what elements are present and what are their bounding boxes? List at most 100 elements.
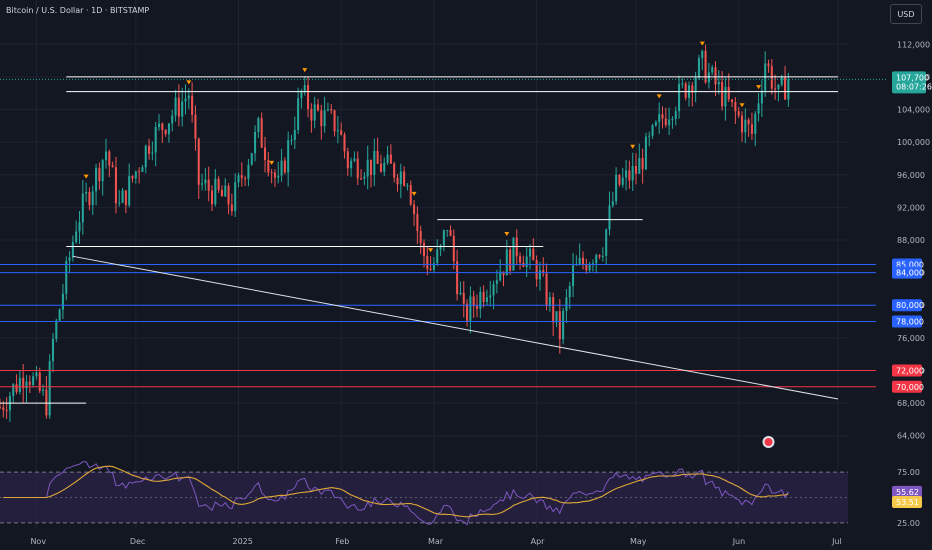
- candle-body: [154, 126, 157, 153]
- candle-body: [456, 261, 459, 295]
- candle-body: [71, 242, 74, 258]
- candle-body: [197, 138, 200, 185]
- level-tag: [892, 299, 922, 312]
- candle-body: [565, 297, 568, 311]
- signal-marker: [428, 248, 434, 253]
- candle-body: [704, 50, 707, 83]
- candle-body: [300, 90, 303, 99]
- candle-body: [157, 123, 161, 127]
- candle-body: [674, 111, 677, 120]
- candle-body: [509, 249, 512, 271]
- candle-body: [654, 122, 657, 126]
- candle-body: [15, 384, 18, 392]
- candle-body: [406, 185, 409, 187]
- price-axis-label: 76,000: [897, 334, 925, 343]
- currency-button[interactable]: USD: [890, 4, 922, 24]
- candle-body: [124, 190, 127, 206]
- candle-body: [505, 249, 508, 276]
- candle-body: [568, 286, 571, 298]
- candle-body: [611, 201, 614, 206]
- candle-body: [701, 50, 704, 59]
- candle-body: [303, 85, 306, 91]
- candle-body: [495, 280, 498, 285]
- candle-body: [525, 256, 528, 267]
- candle-body: [724, 86, 727, 107]
- candle-body: [85, 191, 88, 194]
- candle-body: [353, 158, 356, 161]
- candle-body: [446, 230, 449, 232]
- candle-body: [591, 263, 594, 265]
- candle-body: [181, 101, 184, 117]
- candle-body: [585, 264, 588, 271]
- candle-body: [449, 230, 452, 236]
- candle-body: [171, 115, 174, 124]
- candle-body: [671, 119, 674, 121]
- candle-body: [760, 90, 763, 104]
- candle-body: [644, 136, 647, 170]
- price-axis-label: 112,000: [897, 40, 930, 49]
- signal-marker: [411, 191, 417, 196]
- current-price-tag: [892, 71, 926, 94]
- candle-body: [519, 256, 522, 263]
- signal-marker: [269, 160, 275, 165]
- candle-body: [767, 63, 770, 67]
- candle-body: [340, 130, 343, 135]
- signal-marker: [504, 231, 510, 236]
- candle-body: [326, 109, 329, 111]
- candle-body: [538, 270, 541, 280]
- candle-body: [489, 295, 492, 298]
- candle-body: [422, 243, 426, 256]
- candle-body: [598, 255, 601, 257]
- candle-body: [101, 160, 104, 182]
- candle-body: [270, 172, 273, 174]
- candle-body: [310, 108, 313, 121]
- candle-body: [389, 154, 392, 164]
- candle-body: [187, 95, 190, 99]
- candles-group: [0, 44, 790, 422]
- candle-body: [151, 152, 154, 154]
- candle-body: [439, 245, 442, 250]
- candle-body: [780, 77, 783, 85]
- candle-body: [787, 79, 790, 100]
- candle-body: [581, 257, 585, 265]
- trendline: [72, 255, 839, 400]
- candle-body: [363, 176, 366, 179]
- candle-body: [555, 311, 558, 323]
- candle-body: [462, 292, 465, 304]
- candle-body: [638, 158, 641, 174]
- candle-body: [691, 85, 694, 93]
- candle-body: [452, 235, 455, 262]
- candle-body: [754, 113, 757, 134]
- candle-body: [618, 174, 621, 185]
- candle-body: [230, 204, 233, 212]
- candle-body: [777, 84, 780, 90]
- candle-body: [774, 88, 777, 90]
- candle-body: [28, 381, 31, 386]
- candle-body: [588, 264, 591, 271]
- time-axis-label: Feb: [335, 537, 349, 546]
- candle-body: [257, 118, 260, 133]
- candle-body: [307, 85, 310, 109]
- candle-body: [376, 150, 379, 164]
- candle-body: [204, 179, 207, 184]
- candle-body: [323, 110, 326, 127]
- candle-body: [499, 271, 502, 281]
- candle-body: [267, 159, 270, 173]
- candle-body: [572, 265, 575, 287]
- candle-body: [625, 170, 628, 178]
- candle-body: [108, 151, 111, 166]
- candle-body: [747, 119, 750, 125]
- candle-body: [45, 389, 48, 416]
- candle-body: [641, 158, 644, 170]
- candle-body: [22, 377, 25, 389]
- candle-body: [240, 175, 243, 179]
- signal-marker: [186, 80, 192, 85]
- candle-body: [148, 145, 151, 154]
- candle-body: [78, 222, 81, 232]
- candle-body: [247, 164, 250, 179]
- candle-body: [479, 291, 482, 309]
- candle-body: [475, 306, 479, 309]
- candle-body: [88, 191, 91, 206]
- candle-body: [634, 166, 638, 174]
